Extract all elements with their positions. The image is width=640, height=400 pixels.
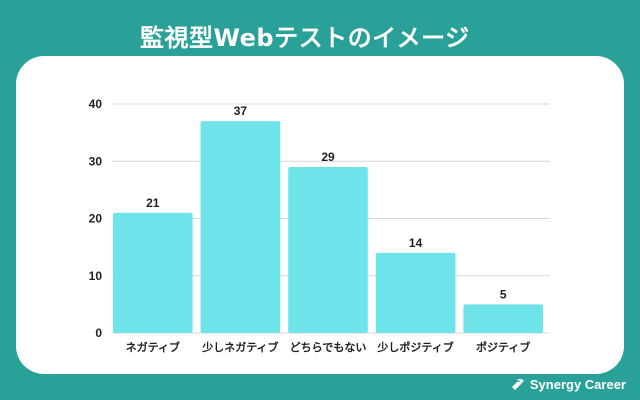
chart-title: 監視型Webテストのイメージ xyxy=(140,24,470,52)
bar xyxy=(200,121,281,333)
bar xyxy=(288,166,368,333)
category-label: 少しネガティブ xyxy=(201,340,278,354)
brand-logo: Synergy Career xyxy=(510,376,626,392)
synergy-logo-icon xyxy=(511,379,524,390)
bars xyxy=(113,121,543,333)
y-tick-label: 20 xyxy=(89,212,103,226)
y-axis-ticks: 0 10 20 30 40 xyxy=(89,97,103,340)
bar xyxy=(113,212,193,333)
value-label: 14 xyxy=(409,236,423,250)
category-label: 少しポジティブ xyxy=(376,340,453,354)
y-tick-label: 10 xyxy=(89,269,103,283)
category-label: どちらでもない xyxy=(290,341,367,354)
value-label: 5 xyxy=(500,287,507,301)
value-label: 21 xyxy=(146,196,160,210)
y-tick-label: 30 xyxy=(89,154,103,168)
y-tick-label: 0 xyxy=(95,326,102,340)
value-label: 37 xyxy=(234,104,248,118)
category-label: ポジティブ xyxy=(476,340,530,354)
bar xyxy=(463,304,543,333)
y-tick-label: 40 xyxy=(89,97,103,111)
bar xyxy=(375,252,456,333)
value-labels: 21 37 29 14 5 xyxy=(146,104,507,301)
category-label: ネガティブ xyxy=(126,340,180,354)
category-labels: ネガティブ 少しネガティブ どちらでもない 少しポジティブ ポジティブ xyxy=(126,340,531,354)
brand-name: Synergy Career xyxy=(529,376,626,392)
value-label: 29 xyxy=(321,150,335,164)
